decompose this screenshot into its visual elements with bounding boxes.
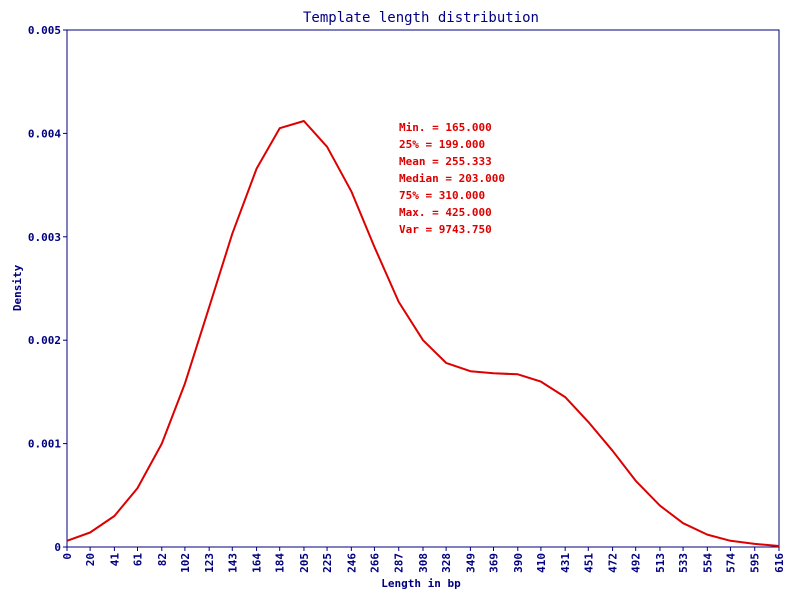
stat-annotation: Var = 9743.750 <box>399 223 492 236</box>
x-tick-label: 184 <box>274 553 287 573</box>
y-tick-label: 0 <box>54 541 61 554</box>
x-tick-label: 431 <box>559 553 572 573</box>
y-tick-label: 0.002 <box>28 334 61 347</box>
x-tick-label: 61 <box>132 553 145 567</box>
x-tick-label: 513 <box>654 553 667 573</box>
x-tick-label: 102 <box>179 553 192 573</box>
x-tick-label: 287 <box>393 553 406 573</box>
x-tick-label: 492 <box>630 553 643 573</box>
y-tick-label: 0.003 <box>28 231 61 244</box>
x-tick-label: 143 <box>226 553 239 573</box>
x-tick-label: 0 <box>61 553 74 560</box>
stat-annotation: Max. = 425.000 <box>399 206 492 219</box>
x-tick-label: 533 <box>677 553 690 573</box>
stat-annotation: Mean = 255.333 <box>399 155 492 168</box>
y-tick-label: 0.001 <box>28 438 61 451</box>
x-tick-label: 616 <box>773 553 786 573</box>
plot-frame <box>66 29 780 548</box>
x-tick-label: 472 <box>607 553 620 573</box>
y-axis-label: Density <box>11 264 24 311</box>
x-tick-label: 390 <box>512 553 525 573</box>
x-tick-label: 246 <box>345 553 358 573</box>
x-tick-label: 205 <box>298 553 311 573</box>
x-tick-label: 164 <box>251 553 264 573</box>
x-tick-label: 349 <box>464 553 477 573</box>
x-tick-label: 266 <box>368 553 381 573</box>
chart-title: Template length distribution <box>303 10 539 26</box>
y-tick-label: 0.004 <box>28 127 61 140</box>
x-tick-label: 574 <box>724 553 737 573</box>
x-tick-label: 308 <box>417 553 430 573</box>
x-tick-label: 225 <box>321 553 334 573</box>
x-tick-label: 20 <box>84 553 97 566</box>
x-tick-label: 410 <box>535 553 548 573</box>
x-axis-label: Length in bp <box>381 577 461 590</box>
stat-annotation: Median = 203.000 <box>399 172 505 185</box>
y-tick-label: 0.005 <box>28 24 61 37</box>
x-tick-label: 554 <box>701 553 714 573</box>
stat-annotation: 75% = 310.000 <box>399 189 485 202</box>
x-tick-label: 328 <box>440 553 453 573</box>
stat-annotation: Min. = 165.000 <box>399 121 492 134</box>
x-tick-label: 451 <box>582 553 595 573</box>
density-line <box>66 120 780 547</box>
x-tick-label: 41 <box>108 553 121 567</box>
x-tick-label: 123 <box>203 553 216 573</box>
summary-statistics: Min. = 165.000 25% = 199.000 Mean = 255.33… <box>399 121 505 236</box>
stat-annotation: 25% = 199.000 <box>399 138 485 151</box>
x-tick-label: 595 <box>749 553 762 573</box>
x-axis: 0 20 41 61 82 102 123 143 164 184 205 225 246 266 287 3… <box>61 547 786 573</box>
y-axis: 0 0.001 0.002 0.003 0.004 0.005 <box>28 24 67 554</box>
x-tick-label: 82 <box>156 553 169 566</box>
density-series <box>66 120 780 547</box>
x-tick-label: 369 <box>488 553 501 573</box>
